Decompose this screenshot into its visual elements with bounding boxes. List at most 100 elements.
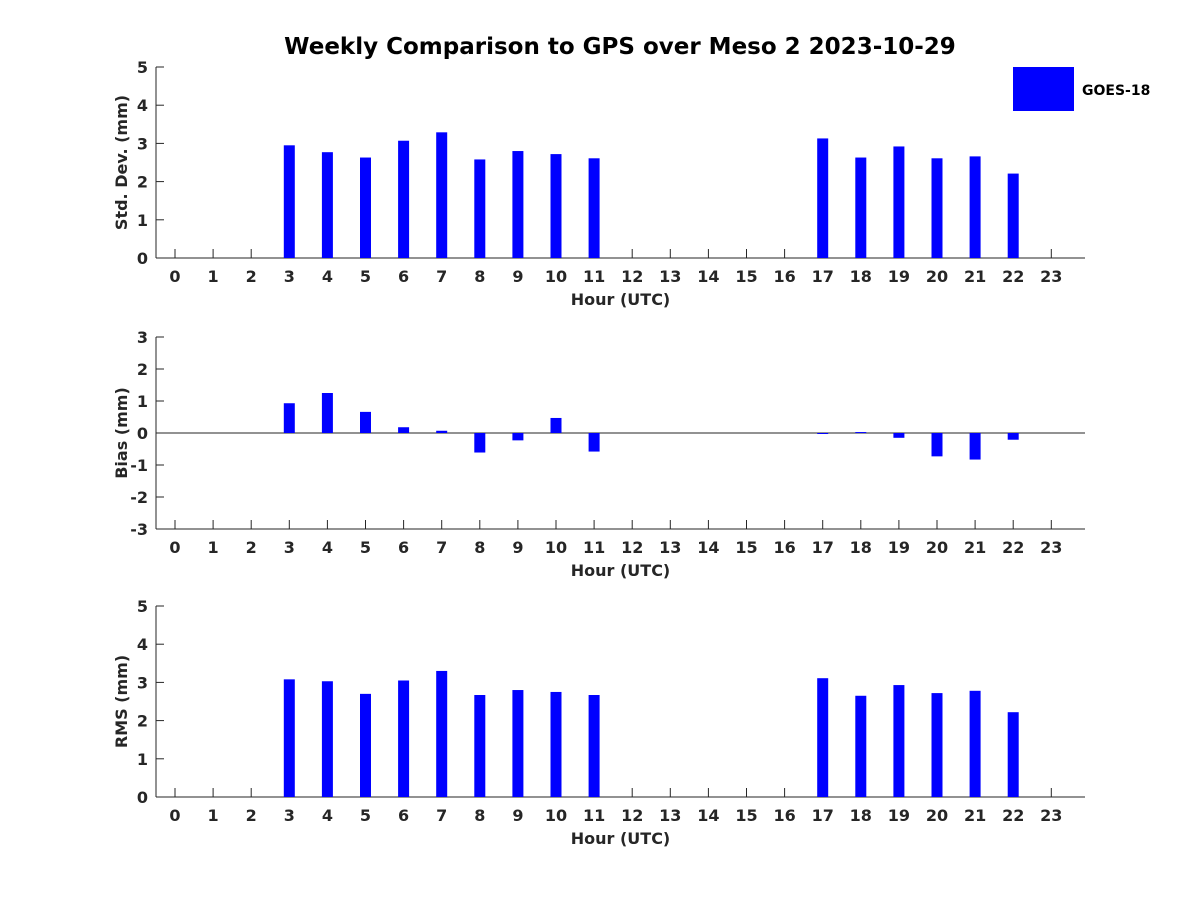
- rms-x-tick-label: 16: [773, 806, 795, 825]
- bias-x-tick-label: 10: [545, 538, 567, 557]
- bias-bar-hour-18: [855, 432, 867, 434]
- rms-bar-hour-20: [931, 693, 943, 797]
- std-dev-bar-hour-9: [512, 151, 524, 258]
- std-dev-x-tick-label: 19: [888, 267, 910, 286]
- rms-bar-hour-6: [398, 680, 410, 797]
- std-dev-x-tick-label: 4: [322, 267, 333, 286]
- std-dev-bar-hour-6: [398, 140, 410, 258]
- std-dev-x-tick-label: 3: [284, 267, 295, 286]
- std-dev-x-tick-label: 16: [773, 267, 795, 286]
- rms-y-label: RMS (mm): [112, 655, 131, 748]
- rms-x-tick-label: 10: [545, 806, 567, 825]
- bias-x-tick-label: 8: [474, 538, 485, 557]
- rms-x-tick-label: 22: [1002, 806, 1024, 825]
- std-dev-y-tick-label: 5: [137, 58, 148, 77]
- std-dev-bar-hour-20: [931, 158, 943, 258]
- rms-x-tick-label: 15: [735, 806, 757, 825]
- bias-bar-hour-21: [969, 433, 981, 460]
- rms-bar-hour-10: [550, 691, 562, 797]
- rms-bar-hour-3: [283, 679, 295, 797]
- std-dev-x-tick-label: 22: [1002, 267, 1024, 286]
- bias-x-tick-label: 16: [773, 538, 795, 557]
- rms-x-tick-label: 18: [850, 806, 872, 825]
- std-dev-x-tick-label: 13: [659, 267, 681, 286]
- bias-x-tick-label: 2: [246, 538, 257, 557]
- bias-x-tick-label: 12: [621, 538, 643, 557]
- std-dev-x-tick-label: 5: [360, 267, 371, 286]
- std-dev-x-tick-label: 20: [926, 267, 948, 286]
- bias-y-tick-label: 3: [137, 328, 148, 347]
- bias-bar-hour-10: [550, 417, 562, 433]
- std-dev-x-tick-label: 12: [621, 267, 643, 286]
- rms-y-tick-label: 3: [137, 673, 148, 692]
- legend-label: GOES-18: [1082, 83, 1150, 99]
- std-dev-bar-hour-10: [550, 154, 562, 258]
- std-dev-bar-hour-17: [817, 138, 829, 258]
- rms-y-tick-label: 1: [137, 750, 148, 769]
- bias-x-tick-label: 9: [512, 538, 523, 557]
- rms-bar-hour-19: [893, 685, 905, 797]
- rms-bar-hour-22: [1007, 712, 1019, 797]
- bias-x-tick-label: 4: [322, 538, 333, 557]
- bias-bar-hour-8: [474, 433, 486, 453]
- rms-bar-hour-5: [360, 693, 371, 797]
- rms-x-tick-label: 5: [360, 806, 371, 825]
- std-dev-bar-hour-7: [436, 132, 448, 258]
- bias-bar-hour-19: [893, 433, 905, 438]
- std-dev-y-label: Std. Dev. (mm): [112, 95, 131, 230]
- rms-x-tick-label: 12: [621, 806, 643, 825]
- bias-x-tick-label: 1: [208, 538, 219, 557]
- std-dev-bar-hour-8: [474, 159, 486, 258]
- std-dev-x-tick-label: 0: [169, 267, 180, 286]
- rms-x-tick-label: 6: [398, 806, 409, 825]
- bias-x-tick-label: 18: [850, 538, 872, 557]
- rms-x-tick-label: 13: [659, 806, 681, 825]
- std-dev-x-tick-label: 1: [208, 267, 219, 286]
- bias-x-tick-label: 3: [284, 538, 295, 557]
- std-dev-x-tick-label: 23: [1040, 267, 1062, 286]
- rms-x-tick-label: 1: [208, 806, 219, 825]
- bias-x-tick-label: 21: [964, 538, 986, 557]
- rms-bar-hour-18: [855, 695, 867, 797]
- bias-x-tick-label: 0: [169, 538, 180, 557]
- std-dev-y-tick-label: 1: [137, 211, 148, 230]
- rms-bar-hour-17: [817, 678, 829, 797]
- rms-bar-hour-4: [321, 681, 333, 797]
- std-dev-bar-hour-3: [283, 145, 295, 258]
- rms-bar-hour-11: [588, 695, 600, 797]
- bias-bar-hour-7: [436, 430, 448, 433]
- rms-bar-hour-9: [512, 690, 524, 797]
- bias-bar-hour-17: [817, 433, 829, 434]
- std-dev-y-tick-label: 2: [137, 173, 148, 192]
- rms-y-tick-label: 4: [137, 635, 148, 654]
- std-dev-x-tick-label: 10: [545, 267, 567, 286]
- std-dev-bar-hour-18: [855, 157, 867, 258]
- bias-y-tick-label: -1: [130, 456, 148, 475]
- bias-bar-hour-6: [398, 427, 410, 433]
- bias-x-tick-label: 15: [735, 538, 757, 557]
- rms-x-tick-label: 7: [436, 806, 447, 825]
- bias-bar-hour-20: [931, 433, 943, 457]
- std-dev-x-label: Hour (UTC): [571, 290, 671, 309]
- rms-x-tick-label: 9: [512, 806, 523, 825]
- bias-y-tick-label: -3: [130, 520, 148, 539]
- bias-x-tick-label: 13: [659, 538, 681, 557]
- bias-x-label: Hour (UTC): [571, 561, 671, 580]
- bias-x-tick-label: 11: [583, 538, 605, 557]
- rms-bar-hour-8: [474, 695, 486, 797]
- rms-x-tick-label: 2: [246, 806, 257, 825]
- rms-bar-hour-7: [436, 670, 448, 797]
- bias-x-tick-label: 5: [360, 538, 371, 557]
- bias-bar-hour-11: [588, 433, 600, 452]
- bias-y-tick-label: 1: [137, 392, 148, 411]
- std-dev-x-tick-label: 9: [512, 267, 523, 286]
- rms-y-tick-label: 0: [137, 788, 148, 807]
- rms-x-tick-label: 0: [169, 806, 180, 825]
- figure-title: Weekly Comparison to GPS over Meso 2 202…: [284, 34, 956, 60]
- std-dev-bar-hour-5: [360, 157, 371, 258]
- rms-x-tick-label: 17: [812, 806, 834, 825]
- legend: GOES-18: [1013, 67, 1150, 111]
- legend-swatch: [1013, 67, 1074, 111]
